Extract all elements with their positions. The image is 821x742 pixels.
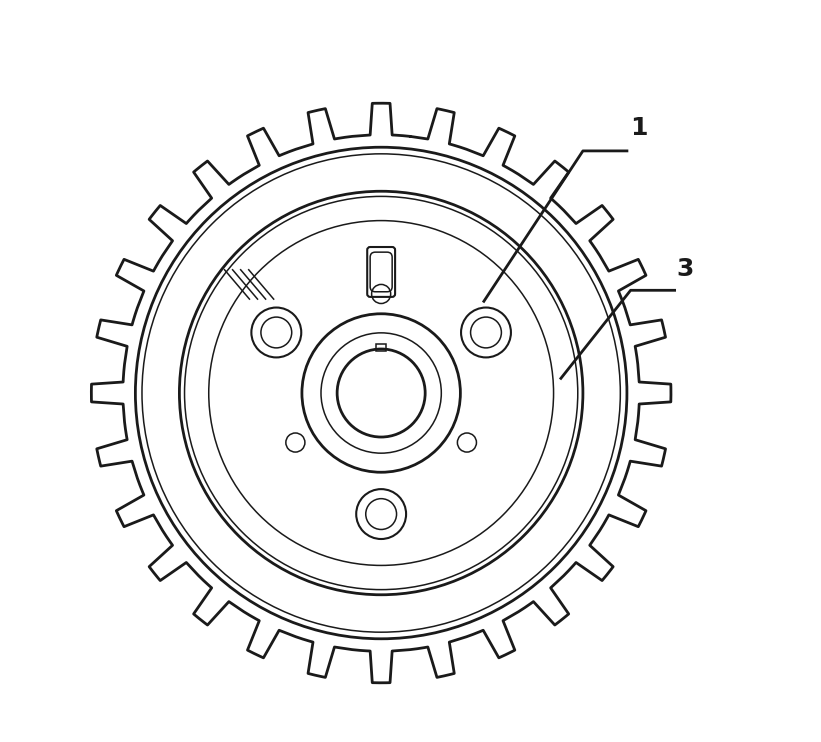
Bar [376, 344, 387, 351]
Text: 1: 1 [631, 116, 648, 140]
Text: 3: 3 [676, 257, 694, 281]
